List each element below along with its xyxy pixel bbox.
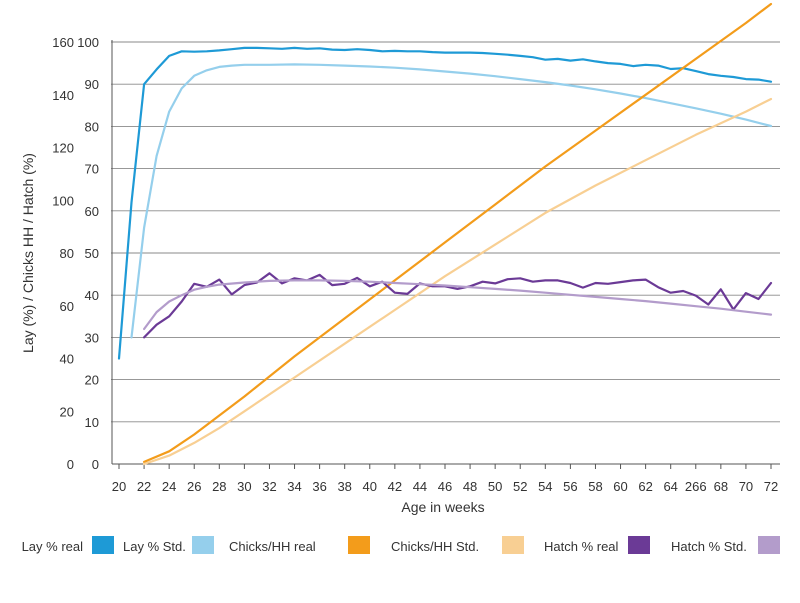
y-outer-tick-label: 80: [60, 246, 74, 261]
y-inner-tick-label: 20: [85, 373, 99, 388]
y-inner-tick-label: 80: [85, 119, 99, 134]
y-outer-tick-label: 100: [52, 193, 74, 208]
series-line-chicks-hh-real: [143, 2, 773, 463]
x-tick-label: 26: [187, 479, 201, 494]
x-tick-label: 36: [312, 479, 326, 494]
series-line-chicks-hh-std: [143, 97, 773, 466]
legend-swatch-hatch-real: [628, 536, 650, 554]
legend-label-chicks-hh-real: Chicks/HH real: [229, 539, 316, 554]
y-inner-tick-label: 90: [85, 77, 99, 92]
x-tick-label: 68: [714, 479, 728, 494]
y-outer-tick-label: 0: [67, 457, 74, 472]
legend-label-hatch-real: Hatch % real: [544, 539, 619, 554]
series-lines: [117, 2, 773, 466]
x-tick-label: 44: [413, 479, 427, 494]
y-inner-tick-label: 0: [92, 457, 99, 472]
x-tick-label: 60: [613, 479, 627, 494]
x-tick-label: 46: [438, 479, 452, 494]
x-tick-label: 58: [588, 479, 602, 494]
y-outer-tick-label: 120: [52, 141, 74, 156]
x-tick-label: 72: [764, 479, 778, 494]
x-tick-label: 54: [538, 479, 552, 494]
y-outer-tick-label: 40: [60, 352, 74, 367]
x-axis-title: Age in weeks: [401, 499, 484, 515]
y-inner-tick-label: 40: [85, 288, 99, 303]
x-tick-label: 48: [463, 479, 477, 494]
x-tick-label: 20: [112, 479, 126, 494]
x-tick-label: 64: [663, 479, 677, 494]
x-tick-label: 22: [137, 479, 151, 494]
series-line-hatch-real: [143, 272, 773, 339]
legend-swatch-lay-std: [192, 536, 214, 554]
y-axis-title: Lay (%) / Chicks HH / Hatch (%): [20, 153, 36, 353]
x-tick-label: 52: [513, 479, 527, 494]
y-outer-tick-label: 160: [52, 35, 74, 50]
y-inner-tick-label: 10: [85, 415, 99, 430]
x-tick-label: 266: [685, 479, 707, 494]
x-tick-label: 34: [287, 479, 301, 494]
y-inner-tick-label: 60: [85, 204, 99, 219]
legend-label-lay-std: Lay % Std.: [123, 539, 186, 554]
x-tick-label: 40: [363, 479, 377, 494]
x-tick-label: 30: [237, 479, 251, 494]
x-tick-label: 24: [162, 479, 176, 494]
legend-swatch-hatch-std: [758, 536, 780, 554]
series-line-lay-std: [130, 63, 773, 339]
y-inner-tick-label: 100: [77, 35, 99, 50]
y-outer-tick-label: 140: [52, 88, 74, 103]
y-outer-tick-label: 60: [60, 299, 74, 314]
y-inner-tick-label: 30: [85, 330, 99, 345]
axes: 20 22 24 26 28 30 32 34 36 38 40 42 44 46 48 50 52 54 56 58…: [52, 35, 780, 494]
x-tick-label: 70: [739, 479, 753, 494]
legend-swatch-chicks-hh-std: [502, 536, 524, 554]
legend-swatch-lay-real: [92, 536, 114, 554]
legend-label-lay-real: Lay % real: [22, 539, 84, 554]
legend-swatch-chicks-hh-real: [348, 536, 370, 554]
x-tick-label: 38: [337, 479, 351, 494]
series-line-lay-real: [117, 46, 773, 360]
x-tick-label: 62: [638, 479, 652, 494]
x-tick-label: 28: [212, 479, 226, 494]
x-tick-label: 56: [563, 479, 577, 494]
y-outer-tick-label: 20: [60, 404, 74, 419]
legend-label-hatch-std: Hatch % Std.: [671, 539, 747, 554]
x-tick-label: 50: [488, 479, 502, 494]
x-tick-label: 42: [388, 479, 402, 494]
x-tick-label: 32: [262, 479, 276, 494]
gridlines: [111, 41, 780, 423]
legend-label-chicks-hh-std: Chicks/HH Std.: [391, 539, 479, 554]
y-inner-tick-label: 50: [85, 246, 99, 261]
legend: Lay % real Lay % Std. Chicks/HH real Chicks…: [22, 536, 780, 554]
series-line-hatch-std: [143, 279, 773, 331]
y-inner-tick-label: 70: [85, 162, 99, 177]
